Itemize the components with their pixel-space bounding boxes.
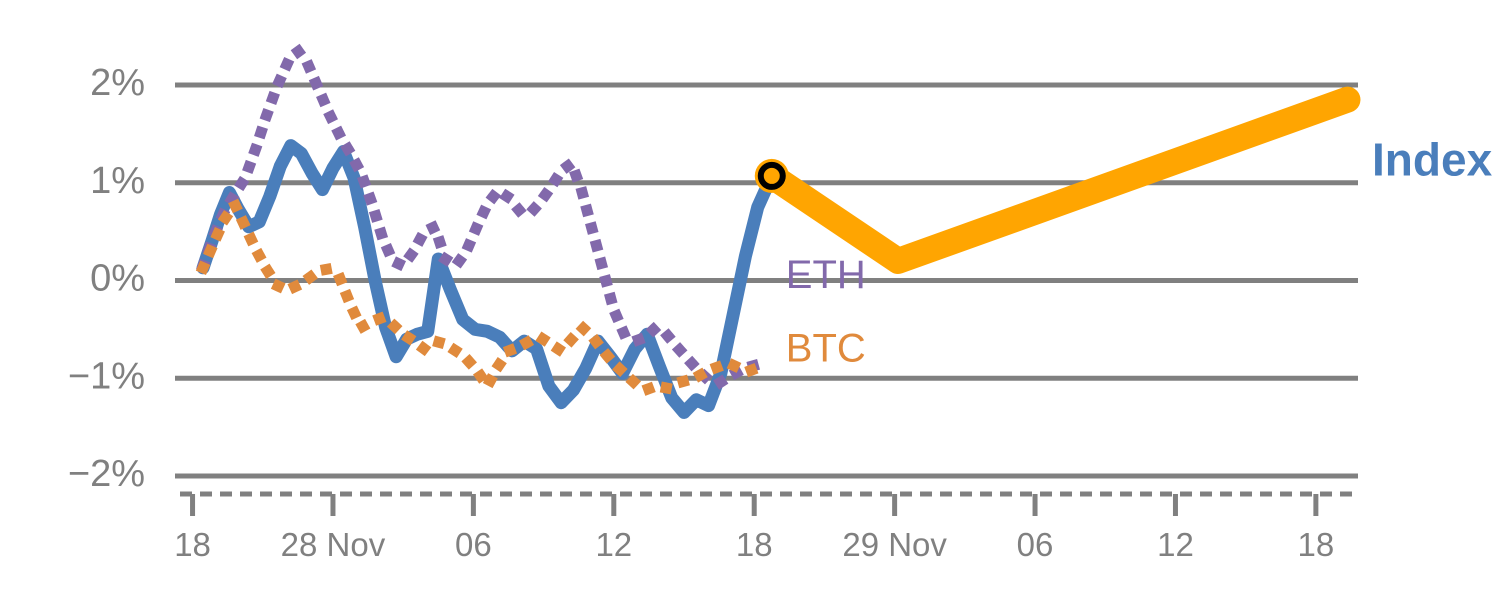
series-line-index-forecast — [758, 86, 1361, 274]
series-label-eth: ETH — [786, 253, 866, 297]
annotation-markers-group — [754, 158, 789, 193]
x-tick-label-6: 06 — [1017, 526, 1054, 563]
x-tick-label-1: 28 Nov — [281, 526, 386, 563]
series-line-btc — [195, 198, 769, 396]
x-tick-label-8: 18 — [1298, 526, 1335, 563]
y-tick-label-0: 2% — [90, 62, 145, 104]
x-axis-group — [180, 491, 1358, 516]
series-labels-group: Index ETH BTC — [786, 133, 1493, 370]
x-tick-label-0: 18 — [174, 526, 211, 563]
series-label-btc: BTC — [786, 326, 866, 370]
x-tick-label-7: 12 — [1157, 526, 1194, 563]
y-tick-labels-group: 2% 1% 0% −1% −2% — [68, 62, 145, 495]
x-tick-label-5: 29 Nov — [842, 526, 947, 563]
x-tick-label-4: 18 — [736, 526, 773, 563]
series-label-index: Index — [1372, 133, 1493, 185]
y-tick-label-3: −1% — [68, 355, 145, 397]
y-tick-label-2: 0% — [90, 258, 145, 300]
x-tick-labels-group: 18 28 Nov 06 12 18 29 Nov 06 12 18 — [174, 526, 1334, 563]
gridlines-group — [175, 82, 1358, 479]
series-group — [195, 45, 1361, 419]
y-tick-label-1: 1% — [90, 160, 145, 202]
series-line-eth — [196, 45, 769, 389]
x-tick-label-3: 12 — [595, 526, 632, 563]
y-tick-label-4: −2% — [68, 453, 145, 495]
x-tick-label-2: 06 — [455, 526, 492, 563]
index-endpoint-marker[interactable] — [757, 161, 786, 190]
